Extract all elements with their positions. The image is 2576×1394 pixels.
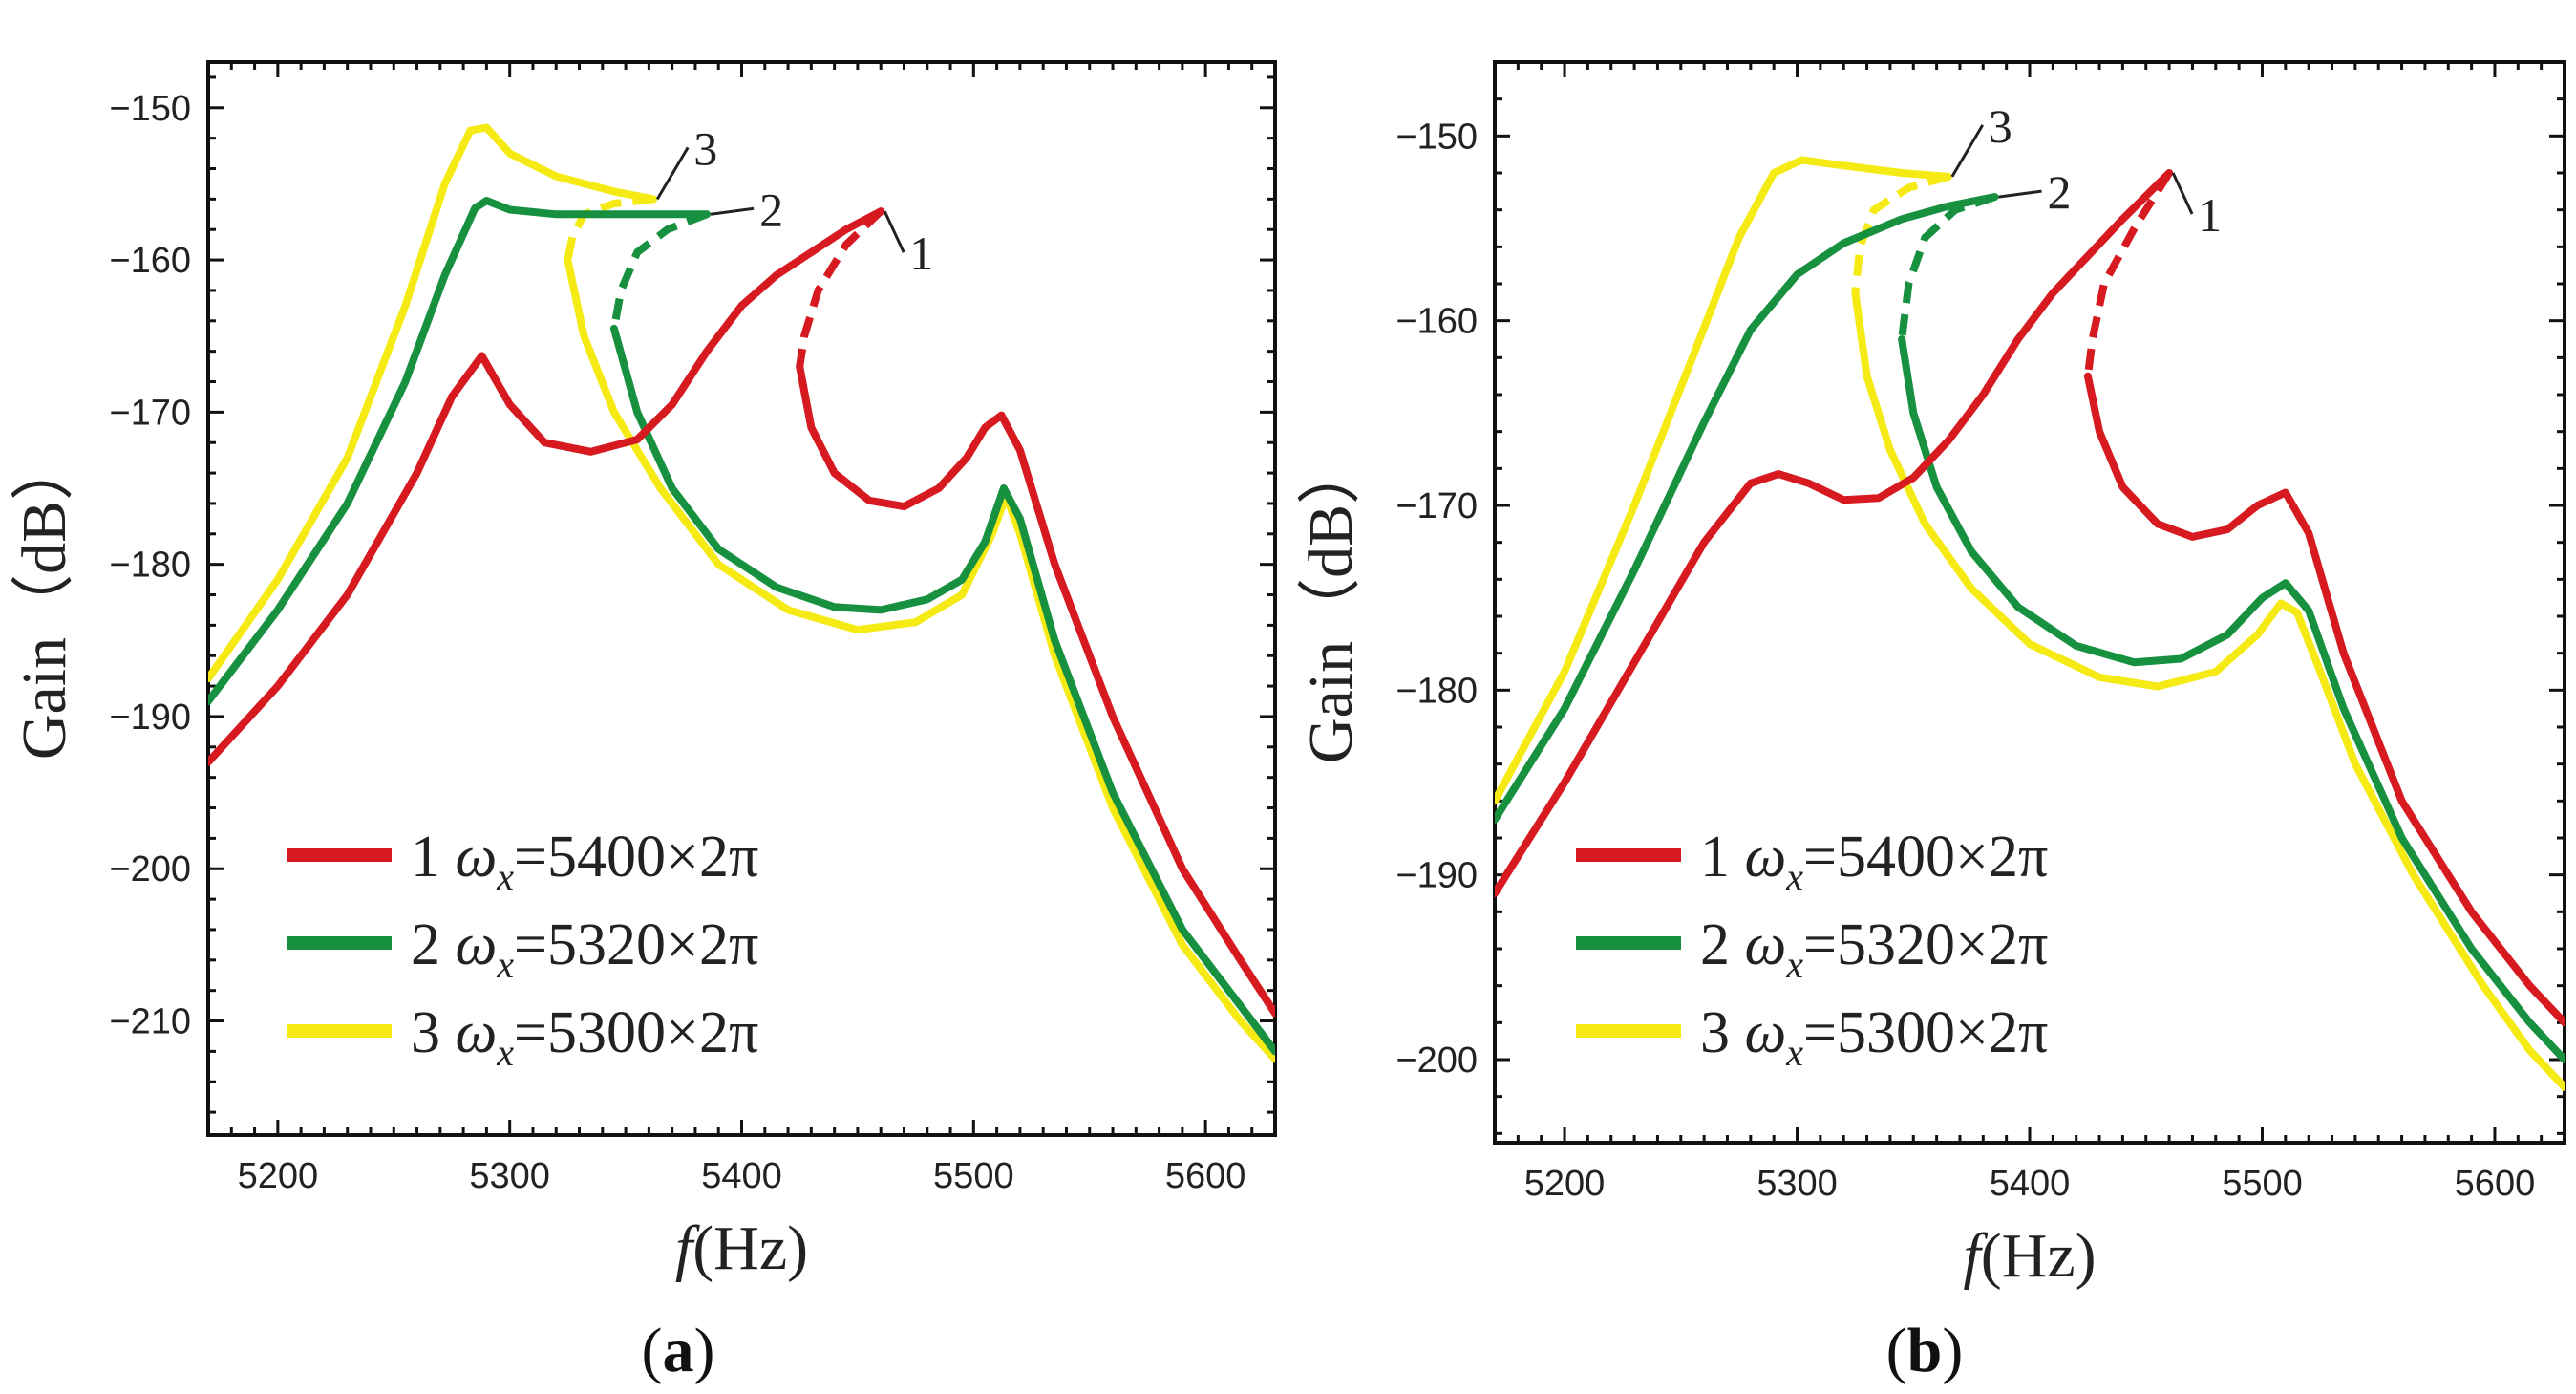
curve-label-1: 1 [909,226,933,280]
panel-label: (a) [642,1316,715,1385]
series-2-lower-branch [1898,335,2565,1063]
x-tick-label: 5400 [701,1156,782,1196]
series-1-upper-branch [208,207,885,766]
curve-label-1: 1 [2198,188,2222,242]
series-1-upper-branch [1495,169,2174,897]
series-3-upper-branch [1495,156,1952,805]
series-2-upper-branch [208,197,712,705]
curve-label-leader [710,206,755,216]
curve-label-leader [883,210,905,253]
series-1-unstable-branch [796,208,884,368]
x-axis-label: f(Hz) [1963,1221,2096,1291]
x-tick-label: 5300 [469,1156,550,1196]
curve-label-3: 3 [1989,99,2012,153]
series-3-lower-branch [1851,289,2565,1091]
y-tick-label: −180 [109,546,191,586]
series-1-unstable-branch [2083,170,2173,377]
panel-label: (b) [1886,1316,1964,1385]
panel-a: 5200 5300 5400 5500 5600 −150 −160 −170 −180 −190… [10,60,1277,1385]
x-tick-label: 5600 [1165,1156,1246,1196]
series-3-upper-branch [208,123,658,683]
series-2-unstable-branch [609,210,709,330]
x-tick-label: 5500 [2222,1164,2303,1204]
plot-frame [1493,60,2566,1145]
x-tick-label: 5600 [2455,1164,2536,1204]
y-axis-label: Gain（dB） [10,438,79,760]
series-3-unstable-branch [1851,173,1949,294]
curve-label-leader [655,146,690,201]
curve-label-3: 3 [693,121,717,175]
series-1-lower-branch [796,362,1275,1018]
y-tick-label: −170 [1395,486,1478,526]
y-tick-label: −190 [109,697,191,738]
y-tick-label: −160 [1395,302,1478,342]
curve-label-leader [1950,124,1985,178]
series-2-unstable-branch [1898,193,1996,340]
y-tick-label: −210 [109,1002,191,1042]
y-tick-label: −200 [109,849,191,890]
y-axis-label: Gain（dB） [1296,441,1366,763]
y-tick-label: −160 [109,241,191,281]
x-axis-label: f(Hz) [675,1213,808,1283]
series-2-lower-branch [609,324,1275,1056]
series-1-lower-branch [2083,372,2565,1027]
legend-entry-2: 2 ωx=5320×2π [1700,912,2048,986]
panel-b: 5200 5300 5400 5500 5600 −150 −160 −170 −180 −190… [1296,60,2566,1385]
curve-label-2: 2 [759,182,783,236]
x-tick-label: 5200 [238,1156,319,1196]
curves [208,123,1275,1063]
curve-label-leader [1998,189,2042,199]
legend-entry-3: 3 ωx=5300×2π [1700,1000,2048,1074]
series-2-upper-branch [1495,193,1999,824]
x-tick-label: 5400 [1990,1164,2071,1204]
x-tick-label: 5200 [1524,1164,1606,1204]
legend-entry-3: 3 ωx=5300×2π [411,1000,758,1074]
y-tick-label: −150 [109,89,191,129]
y-tick-label: −150 [1395,117,1478,157]
legend-entry-2: 2 ωx=5320×2π [411,912,758,986]
series-3-lower-branch [564,256,1275,1063]
curve-label-leader [2171,172,2194,215]
y-tick-label: −170 [109,393,191,433]
curves [1495,156,2565,1091]
legend-entry-1: 1 ωx=5400×2π [1700,825,2048,898]
x-tick-label: 5500 [933,1156,1014,1196]
y-tick-label: −180 [1395,671,1478,711]
legend-entry-1: 1 ωx=5400×2π [411,825,758,898]
x-tick-label: 5300 [1756,1164,1838,1204]
curve-label-2: 2 [2047,165,2071,219]
y-tick-label: −200 [1395,1040,1478,1081]
y-tick-label: −190 [1395,856,1478,896]
